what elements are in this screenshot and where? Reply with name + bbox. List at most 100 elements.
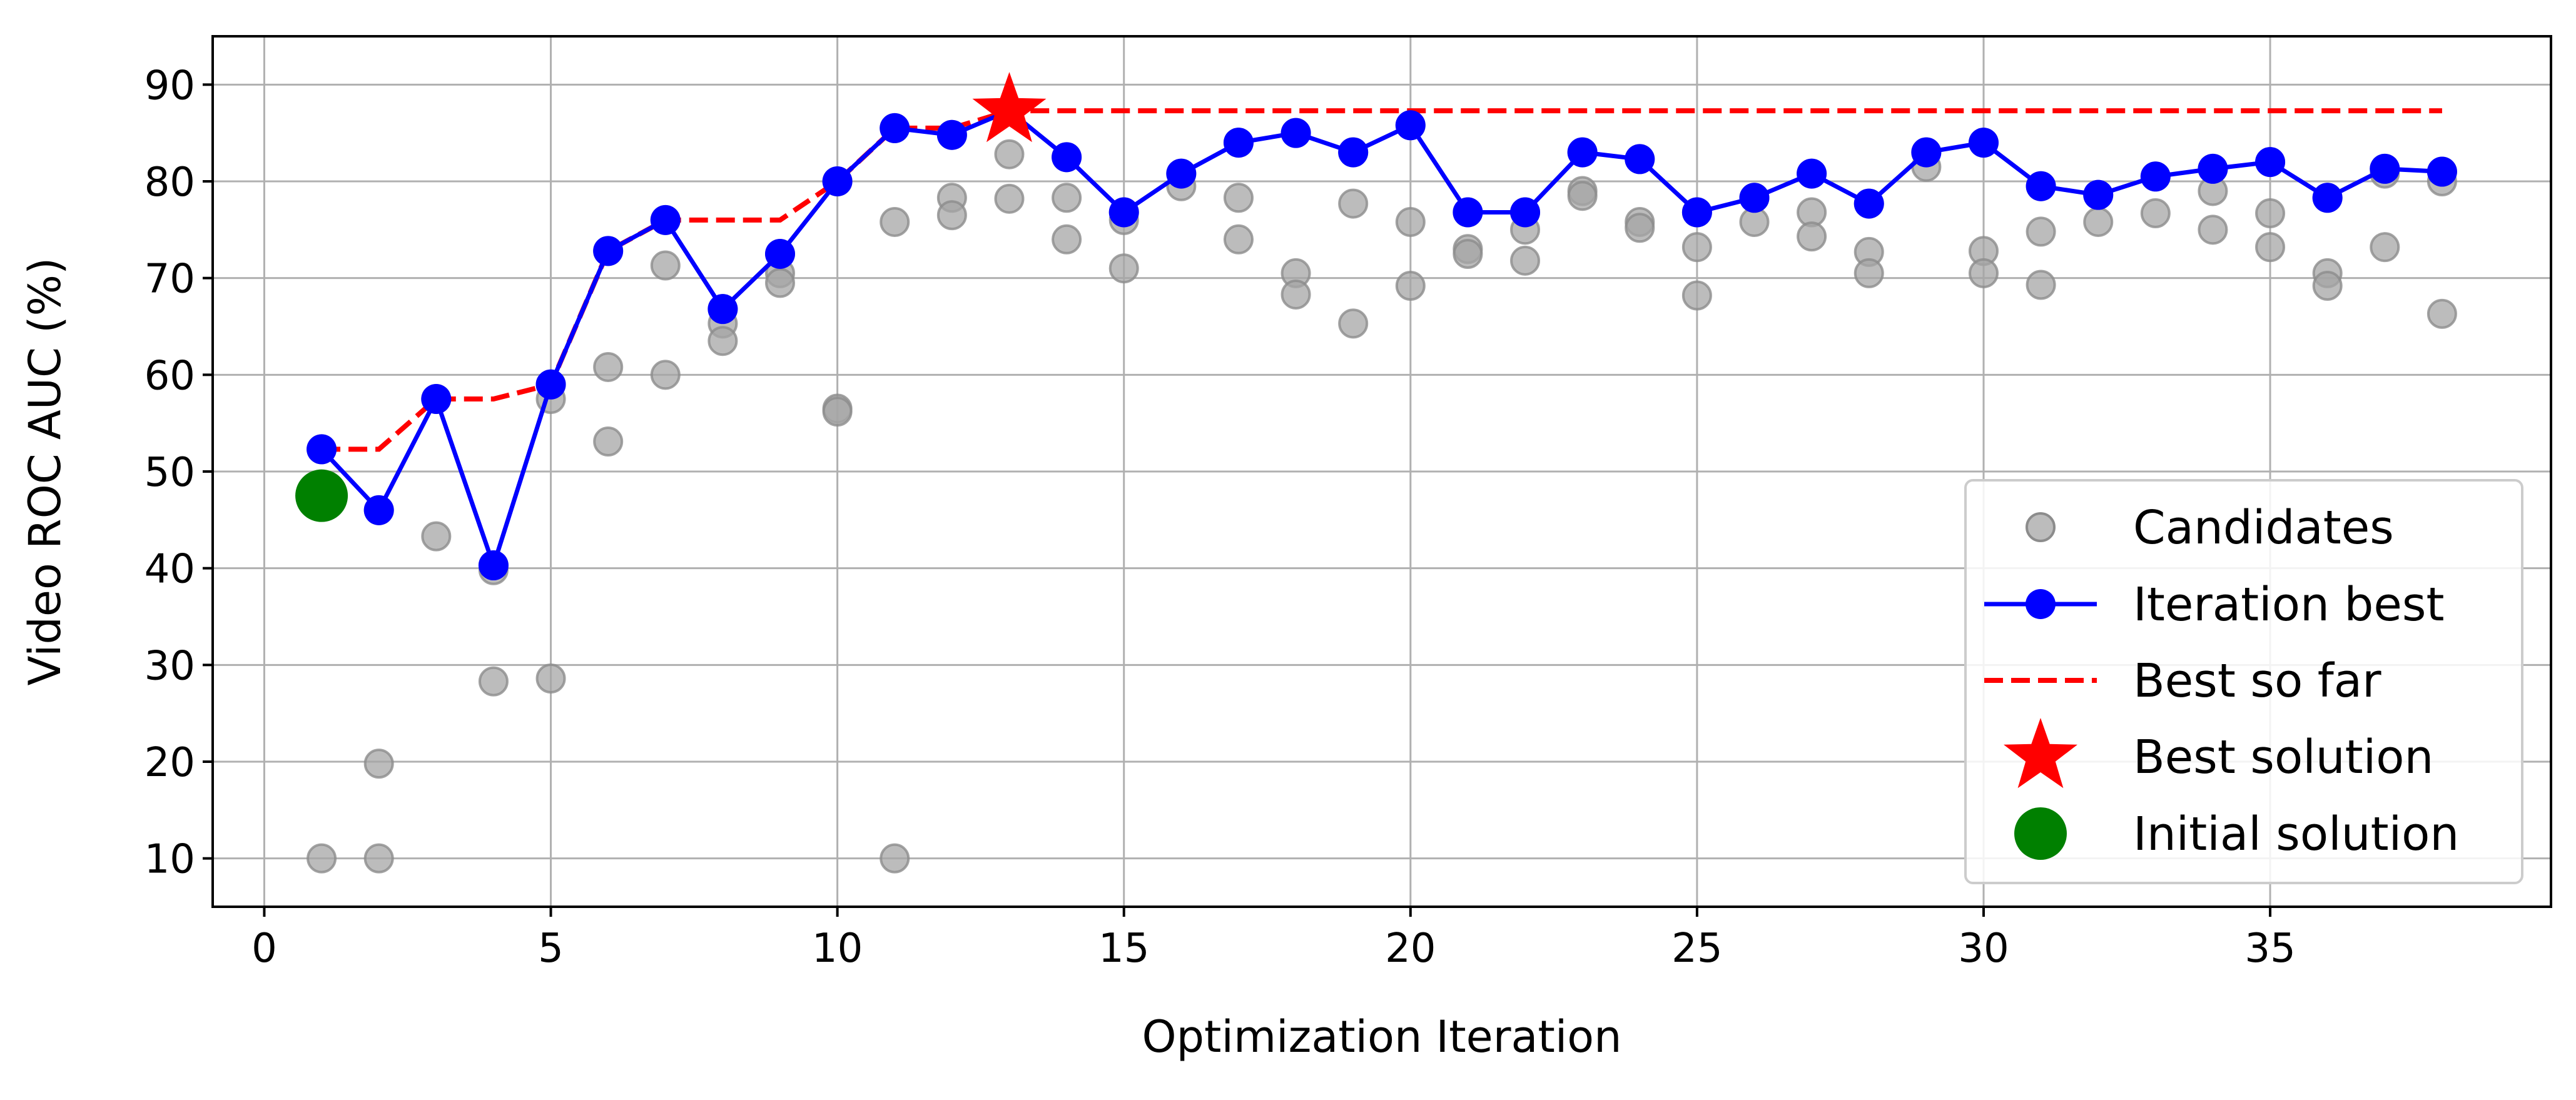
candidate-point xyxy=(2198,214,2228,245)
candidate-point xyxy=(593,351,624,382)
legend-label: Best so far xyxy=(2133,654,2381,708)
iteration-best-point xyxy=(2312,183,2343,213)
candidate-point xyxy=(2370,232,2400,263)
candidate-point xyxy=(765,268,796,298)
candidate-point xyxy=(1280,279,1311,310)
candidate-point xyxy=(1338,308,1369,339)
x-tick-label: 35 xyxy=(2244,926,2295,972)
iteration-best-point xyxy=(1280,118,1311,148)
iteration-best-point xyxy=(478,550,509,581)
ticks: 0 5 10 15 20 25 30 35 10 20 30 40 50 60 70 80 90 xyxy=(145,63,2296,972)
iteration-best-point xyxy=(2255,147,2286,178)
y-axis-title: Video ROC AUC (%) xyxy=(19,258,71,686)
legend-best-solution-swatch xyxy=(2004,718,2077,789)
iteration-best-point xyxy=(2083,179,2114,210)
candidate-point xyxy=(880,206,910,237)
candidate-point xyxy=(593,426,624,457)
candidate-point xyxy=(2140,198,2171,229)
candidate-point xyxy=(1681,232,1712,263)
iteration-best-point xyxy=(707,294,738,325)
candidate-point xyxy=(535,663,566,694)
candidate-point xyxy=(1510,245,1541,276)
iteration-best-point xyxy=(1510,197,1541,228)
candidate-point xyxy=(363,749,394,779)
candidate-point xyxy=(1453,239,1483,269)
candidate-point xyxy=(994,139,1025,169)
legend-label: Iteration best xyxy=(2133,578,2444,632)
iteration-best-point xyxy=(1797,158,1827,189)
candidate-point xyxy=(650,250,681,281)
candidate-point xyxy=(1681,280,1712,311)
candidate-point xyxy=(478,666,509,697)
y-tick-label: 50 xyxy=(145,450,195,496)
candidate-point xyxy=(2026,216,2056,247)
legend-label: Initial solution xyxy=(2133,807,2459,861)
legend-label: Candidates xyxy=(2133,501,2394,555)
iteration-best-point xyxy=(650,204,681,235)
x-tick-label: 30 xyxy=(1958,926,2009,972)
candidate-point xyxy=(1223,224,1254,255)
iteration-best-point xyxy=(2140,161,2171,192)
iteration-best-point xyxy=(2426,156,2457,187)
candidate-point xyxy=(1625,213,1655,243)
x-tick-label: 25 xyxy=(1671,926,1722,972)
y-tick-label: 70 xyxy=(145,256,195,303)
iteration-best-point xyxy=(1853,188,1884,219)
candidate-point xyxy=(1108,253,1139,284)
iteration-best-point xyxy=(1395,110,1426,141)
legend-iteration-best-swatch xyxy=(2026,589,2056,619)
candidate-point xyxy=(2083,206,2114,237)
candidate-point xyxy=(2026,270,2056,300)
iteration-best-point xyxy=(936,119,967,150)
iteration-best-point xyxy=(1911,137,1942,168)
legend-box xyxy=(1964,479,2523,884)
candidate-point xyxy=(1338,188,1369,219)
candidate-point xyxy=(822,396,853,427)
candidate-point xyxy=(1567,181,1598,211)
iteration-best-point xyxy=(1338,137,1369,168)
iteration-best-point xyxy=(1453,197,1483,228)
candidate-point xyxy=(994,183,1025,214)
candidate-point xyxy=(363,843,394,874)
candidate-point xyxy=(1395,206,1426,237)
iteration-best-point xyxy=(421,384,452,414)
iteration-best-point xyxy=(1052,142,1082,173)
iteration-best-point xyxy=(1166,158,1197,189)
iteration-best-point xyxy=(2198,153,2228,184)
iteration-best-point xyxy=(1968,128,1999,158)
legend: Candidates Iteration best Best so far Best … xyxy=(1964,479,2523,884)
x-tick-label: 20 xyxy=(1385,926,1436,972)
iteration-best-point xyxy=(2370,153,2400,184)
iteration-best-point xyxy=(1739,183,1770,213)
candidate-point xyxy=(880,843,910,874)
iteration-best-point xyxy=(1681,197,1712,228)
y-tick-label: 80 xyxy=(145,159,195,206)
iteration-best-point xyxy=(593,236,624,266)
iteration-best-point xyxy=(1223,128,1254,158)
candidate-point xyxy=(2426,298,2457,329)
y-tick-label: 10 xyxy=(145,837,195,883)
candidate-point xyxy=(1968,258,1999,288)
iteration-best-point xyxy=(1567,137,1598,168)
x-tick-label: 5 xyxy=(538,926,564,972)
iteration-best-point xyxy=(880,113,910,143)
markers-layer xyxy=(295,72,1047,522)
candidate-point xyxy=(1052,183,1082,213)
x-axis-title: Optimization Iteration xyxy=(1142,1011,1622,1062)
iteration-best-point xyxy=(822,166,853,196)
iteration-best-point xyxy=(1108,197,1139,228)
legend-label: Best solution xyxy=(2133,730,2433,784)
y-tick-label: 60 xyxy=(145,353,195,399)
x-tick-label: 15 xyxy=(1098,926,1149,972)
candidate-point xyxy=(2312,271,2343,301)
iteration-best-point xyxy=(1625,144,1655,174)
candidate-point xyxy=(707,326,738,356)
candidate-point xyxy=(1797,221,1827,252)
iteration-best-point xyxy=(2026,171,2056,201)
iteration-best-point xyxy=(363,495,394,525)
iteration-best-point xyxy=(535,369,566,400)
candidate-point xyxy=(2255,198,2286,229)
x-tick-label: 0 xyxy=(251,926,277,972)
candidate-point xyxy=(2255,232,2286,263)
